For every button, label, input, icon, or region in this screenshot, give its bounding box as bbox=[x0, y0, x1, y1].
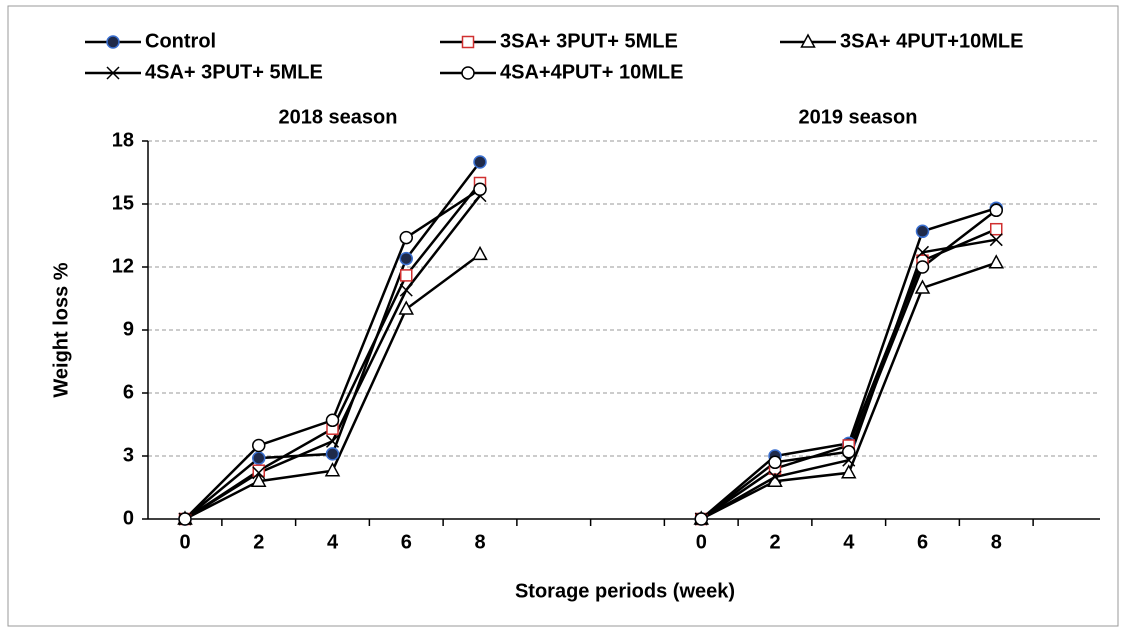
marker bbox=[252, 451, 266, 465]
marker bbox=[324, 462, 341, 477]
marker bbox=[399, 251, 413, 266]
marker bbox=[250, 472, 267, 487]
panel-title: 2019 season bbox=[799, 106, 918, 128]
x-tick-label: 6 bbox=[401, 531, 412, 553]
marker bbox=[989, 233, 1003, 247]
y-tick-label: 6 bbox=[123, 381, 134, 403]
marker bbox=[472, 245, 488, 261]
marker bbox=[400, 269, 413, 282]
marker bbox=[990, 222, 1003, 236]
marker bbox=[461, 35, 475, 49]
marker bbox=[252, 466, 266, 480]
marker bbox=[915, 224, 930, 239]
y-tick-label: 3 bbox=[123, 444, 134, 466]
marker bbox=[398, 300, 415, 315]
marker bbox=[461, 66, 475, 80]
marker bbox=[842, 445, 856, 459]
marker bbox=[694, 512, 708, 526]
marker bbox=[914, 279, 931, 294]
x-axis-label: Storage periods (week) bbox=[515, 580, 735, 602]
legend-label: 3SA+ 3PUT+ 5MLE bbox=[500, 30, 678, 52]
marker bbox=[988, 254, 1005, 269]
legend-label: 4SA+ 3PUT+ 5MLE bbox=[145, 61, 323, 83]
panel-title: 2018 season bbox=[279, 106, 398, 128]
x-tick-label: 2 bbox=[253, 531, 264, 553]
marker bbox=[325, 434, 340, 448]
marker bbox=[800, 33, 816, 48]
y-axis-label: Weight loss % bbox=[50, 262, 72, 397]
marker bbox=[106, 35, 120, 49]
x-tick-label: 8 bbox=[474, 531, 485, 553]
marker bbox=[989, 203, 1003, 218]
legend-label: Control bbox=[145, 30, 216, 52]
marker bbox=[915, 245, 930, 259]
marker bbox=[325, 413, 340, 428]
x-tick-label: 4 bbox=[327, 531, 339, 553]
marker bbox=[840, 464, 857, 479]
y-tick-label: 0 bbox=[123, 507, 134, 529]
marker bbox=[325, 447, 340, 461]
marker bbox=[473, 182, 487, 197]
x-tick-label: 6 bbox=[917, 531, 928, 553]
legend-label: 3SA+ 4PUT+10MLE bbox=[840, 30, 1023, 52]
marker bbox=[915, 260, 930, 274]
x-tick-label: 0 bbox=[179, 531, 190, 553]
y-tick-label: 18 bbox=[112, 129, 134, 151]
legend-label: 4SA+4PUT+ 10MLE bbox=[500, 61, 683, 83]
marker bbox=[399, 283, 413, 297]
x-tick-label: 4 bbox=[843, 531, 855, 553]
x-tick-label: 8 bbox=[991, 531, 1002, 553]
frame bbox=[7, 5, 1119, 627]
x-tick-label: 2 bbox=[769, 531, 780, 553]
marker bbox=[178, 512, 192, 526]
y-tick-label: 15 bbox=[112, 192, 134, 214]
y-tick-label: 12 bbox=[112, 255, 134, 277]
marker bbox=[768, 470, 782, 484]
marker bbox=[399, 230, 413, 245]
marker bbox=[106, 66, 120, 80]
marker bbox=[768, 455, 782, 470]
x-tick-label: 0 bbox=[696, 531, 707, 553]
marker bbox=[252, 438, 266, 453]
marker bbox=[473, 155, 487, 169]
y-tick-label: 9 bbox=[123, 318, 134, 340]
